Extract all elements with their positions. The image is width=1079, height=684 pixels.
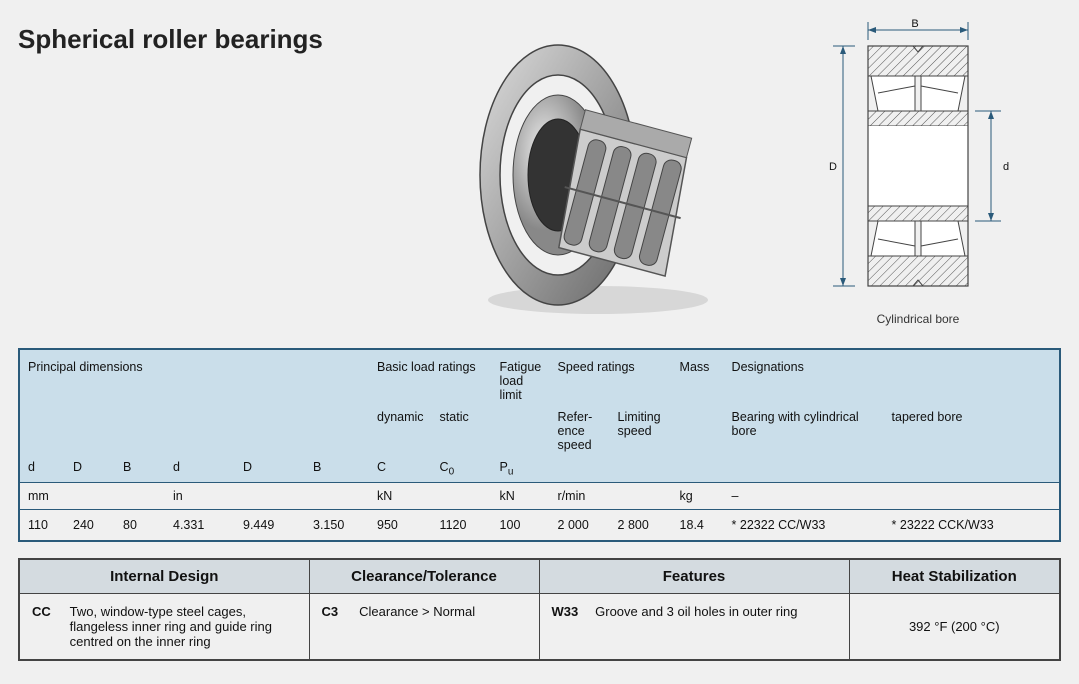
val-limspeed: 2 800 <box>610 509 672 541</box>
sym-d-in: d <box>165 456 235 482</box>
val-refspeed: 2 000 <box>550 509 610 541</box>
unit-in: in <box>165 482 369 509</box>
val-C0: 1120 <box>432 509 492 541</box>
sym-C: C <box>369 456 432 482</box>
unit-rmin: r/min <box>550 482 672 509</box>
diagram-caption: Cylindrical bore <box>877 312 960 326</box>
val-mass: 18.4 <box>672 509 724 541</box>
feat-hdr-internal: Internal Design <box>19 559 309 594</box>
hdr-fatigue: Fatigue load limit <box>492 349 550 406</box>
feat-hdr-features: Features <box>539 559 849 594</box>
val-C: 950 <box>369 509 432 541</box>
unit-kN1: kN <box>369 482 492 509</box>
dim-label-d: d <box>1003 161 1009 173</box>
unit-mm: mm <box>19 482 165 509</box>
hdr-limspeed: Limiting speed <box>610 406 672 456</box>
val-desig-tap: * 23222 CCK/W33 <box>884 509 1060 541</box>
data-row: 110 240 80 4.331 9.449 3.150 950 1120 10… <box>19 509 1060 541</box>
sym-C0: C0 <box>432 456 492 482</box>
dim-label-B: B <box>911 18 918 30</box>
val-desig-cyl: * 22322 CC/W33 <box>724 509 884 541</box>
val-Pu: 100 <box>492 509 550 541</box>
sym-D-in: D <box>235 456 305 482</box>
unit-kg: kg <box>672 482 724 509</box>
unit-kN2: kN <box>492 482 550 509</box>
hdr-speed: Speed ratings <box>550 349 672 406</box>
val-B-in: 3.150 <box>305 509 369 541</box>
feat-hdr-clearance: Clearance/Tolerance <box>309 559 539 594</box>
dim-label-D: D <box>829 161 837 173</box>
hdr-basicload: Basic load ratings <box>369 349 492 406</box>
dimensions-table: Principal dimensions Basic load ratings … <box>18 348 1061 542</box>
bearing-cross-section-diagram: B D d <box>778 10 1058 340</box>
features-table: Internal Design Clearance/Tolerance Feat… <box>18 558 1061 661</box>
hdr-principal: Principal dimensions <box>19 349 369 406</box>
feat-cell-features: W33 Groove and 3 oil holes in outer ring <box>539 593 849 660</box>
hdr-desig-cyl: Bearing with cylindrical bore <box>724 406 884 456</box>
bearing-3d-illustration <box>398 10 778 340</box>
sym-B-in: B <box>305 456 369 482</box>
feat-cell-heat: 392 °F (200 °C) <box>849 593 1060 660</box>
sym-d-mm: d <box>19 456 65 482</box>
val-d-in: 4.331 <box>165 509 235 541</box>
val-B-mm: 80 <box>115 509 165 541</box>
feat-cell-clearance: C3 Clearance > Normal <box>309 593 539 660</box>
hdr-dynamic: dynamic <box>369 406 432 456</box>
val-D-mm: 240 <box>65 509 115 541</box>
hdr-desig-tap: tapered bore <box>884 406 1060 456</box>
sym-B-mm: B <box>115 456 165 482</box>
hdr-refspeed: Refer-ence speed <box>550 406 610 456</box>
val-D-in: 9.449 <box>235 509 305 541</box>
sym-Pu: Pu <box>492 456 550 482</box>
feat-cell-internal: CC Two, window-type steel cages, flangel… <box>19 593 309 660</box>
hdr-mass: Mass <box>672 349 724 406</box>
feat-hdr-heat: Heat Stabilization <box>849 559 1060 594</box>
hdr-static: static <box>432 406 492 456</box>
sym-D-mm: D <box>65 456 115 482</box>
hdr-designations: Designations <box>724 349 1060 406</box>
page-title: Spherical roller bearings <box>18 10 398 340</box>
unit-dash: – <box>724 482 1060 509</box>
val-d-mm: 110 <box>19 509 65 541</box>
